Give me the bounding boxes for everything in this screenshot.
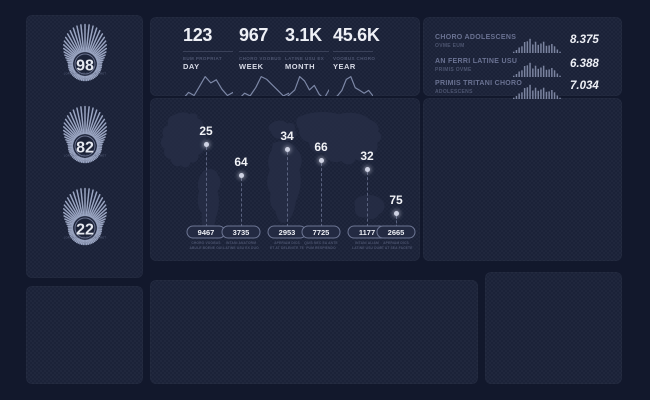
svg-text:9467: 9467 (198, 228, 215, 237)
svg-text:2665: 2665 (388, 228, 405, 237)
svg-text:2953: 2953 (279, 228, 296, 237)
svg-text:LOREM IPSUM DOLOR AMET: LOREM IPSUM DOLOR AMET (63, 236, 106, 240)
svg-text:3735: 3735 (233, 228, 250, 237)
svg-text:7725: 7725 (313, 228, 330, 237)
svg-text:LOREM IPSUM DOLOR AMET: LOREM IPSUM DOLOR AMET (63, 154, 106, 158)
svg-text:1177: 1177 (359, 228, 375, 237)
svg-text:LOREM IPSUM DOLOR AMET: LOREM IPSUM DOLOR AMET (63, 72, 106, 76)
